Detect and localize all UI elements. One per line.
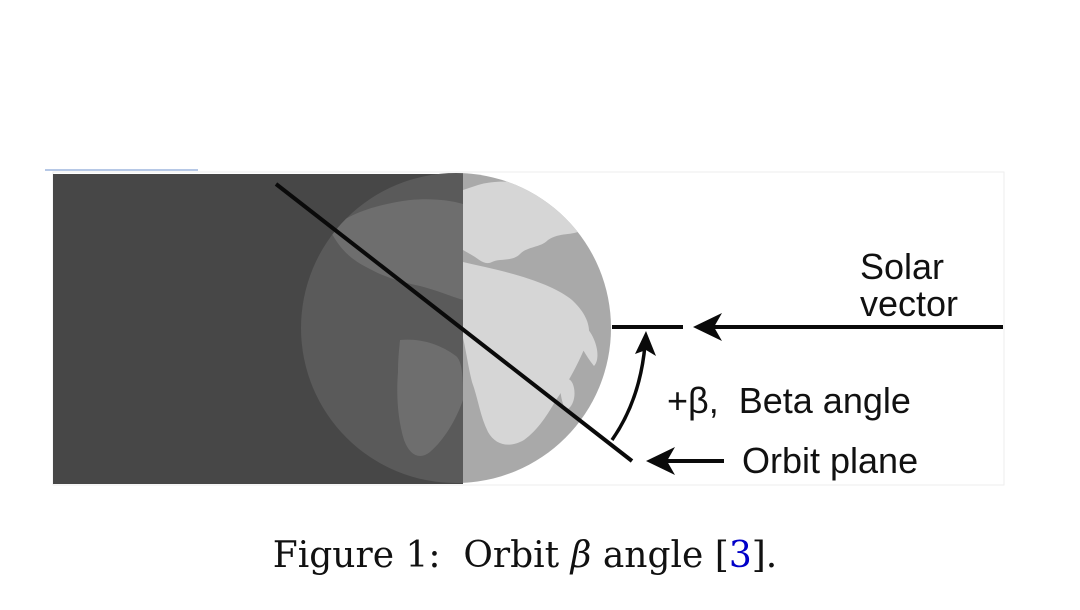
- beta-angle-arrowhead: [635, 331, 656, 356]
- caption-middle: angle [: [591, 535, 729, 576]
- orbit-plane-label: Orbit plane: [742, 440, 918, 481]
- caption-beta-symbol: β: [570, 535, 592, 576]
- beta-angle-arc: [610, 344, 647, 442]
- beta-angle-label: +β, Beta angle: [667, 380, 911, 421]
- figure-caption: Figure 1: Orbit β angle [3].: [0, 535, 1050, 576]
- solar-vector-label-line1: Solar: [860, 246, 944, 287]
- caption-suffix: ].: [751, 535, 778, 576]
- caption-prefix: Figure 1: Orbit: [272, 535, 571, 576]
- caption-reference-link[interactable]: 3: [728, 535, 752, 576]
- solar-vector-label-line2: vector: [860, 283, 958, 324]
- orbit-plane-pointer-arrowhead: [646, 447, 675, 475]
- earth-globe: [301, 173, 611, 483]
- orbit-plane-line: [274, 182, 634, 463]
- solar-vector-arrowhead: [693, 313, 722, 341]
